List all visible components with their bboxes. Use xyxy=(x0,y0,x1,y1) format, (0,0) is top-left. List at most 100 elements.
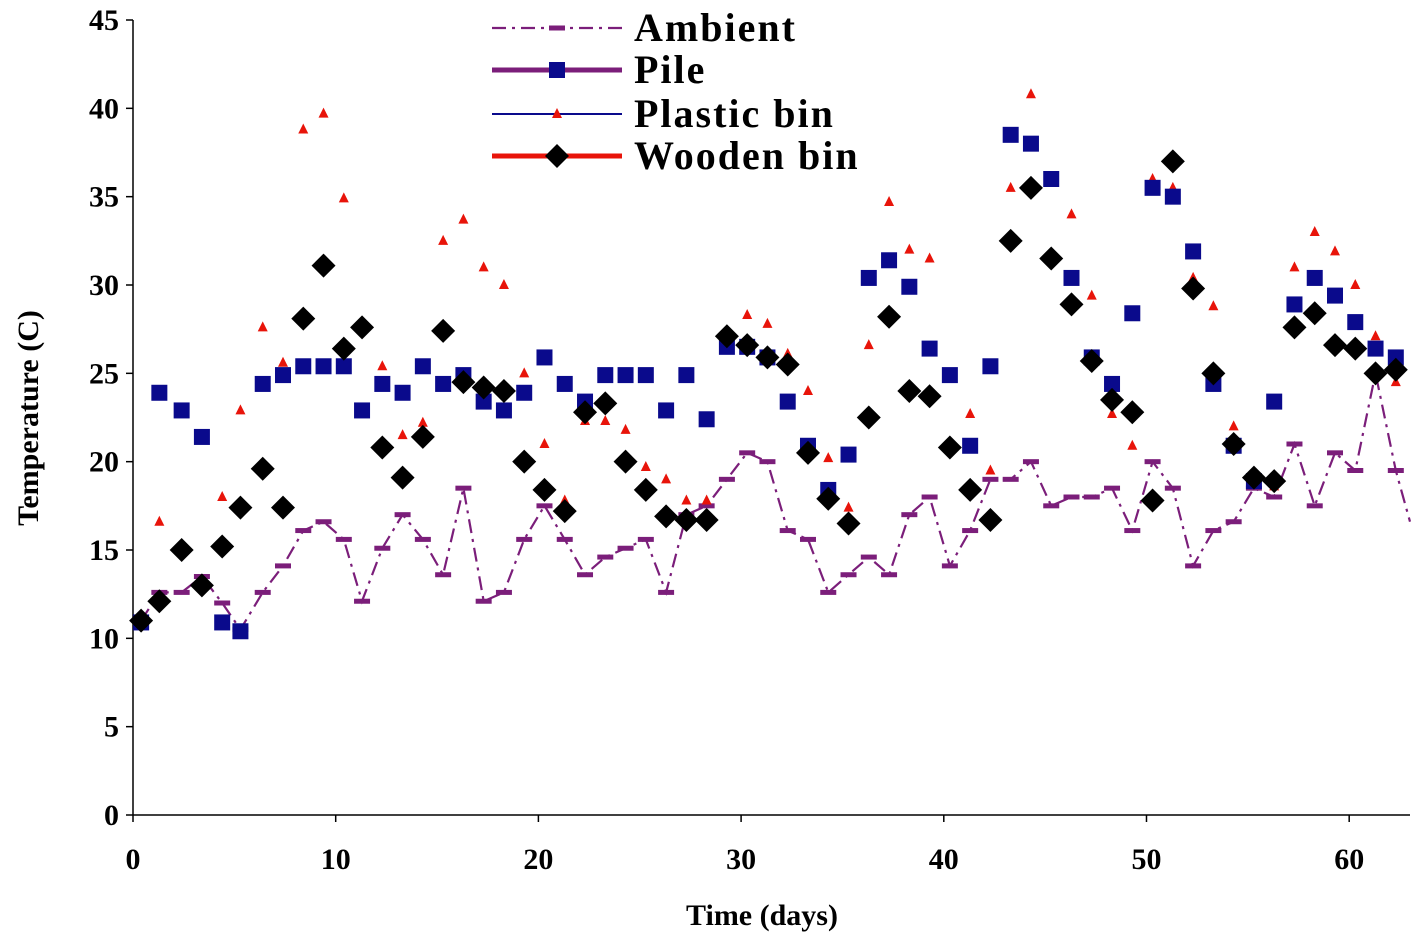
wooden-bin-point xyxy=(1221,432,1246,456)
plastic-bin-point xyxy=(681,494,692,505)
legend-marker-plastic-bin xyxy=(552,108,562,118)
ambient-point xyxy=(1205,528,1222,534)
y-tick-label: 45 xyxy=(89,4,119,37)
plastic-bin-point xyxy=(1107,407,1118,418)
wooden-bin-point xyxy=(1363,361,1388,386)
plastic-bin-point xyxy=(217,491,228,501)
wooden-bin-point xyxy=(897,379,922,403)
plot-area xyxy=(129,88,1412,640)
wooden-bin-point xyxy=(1343,336,1368,361)
plastic-bin-point xyxy=(519,367,530,378)
pile-point xyxy=(637,367,654,384)
ambient-point xyxy=(475,598,492,604)
wooden-bin-point xyxy=(270,495,295,520)
wooden-bin-point xyxy=(210,534,235,559)
ambient-point xyxy=(394,512,411,518)
wooden-bin-point xyxy=(1282,315,1307,340)
wooden-bin-point xyxy=(1140,488,1165,513)
wooden-bin-point xyxy=(1302,301,1327,326)
plastic-bin-point xyxy=(1086,289,1097,300)
y-axis-title: Temperature (C) xyxy=(12,310,45,526)
ambient-point xyxy=(335,536,352,542)
pile-point xyxy=(254,375,271,392)
legend-marker-pile xyxy=(549,62,565,78)
pile-point xyxy=(295,358,312,375)
pile-point xyxy=(1387,349,1404,366)
ambient-point xyxy=(617,545,634,551)
x-tick-label: 50 xyxy=(1131,843,1161,876)
ambient-point xyxy=(455,485,472,491)
plastic-bin-point xyxy=(438,234,449,245)
ambient-point xyxy=(901,512,918,518)
pile-point xyxy=(214,614,231,631)
pile-point xyxy=(840,446,857,463)
plastic-bin-point xyxy=(843,501,854,512)
wooden-bin-point xyxy=(532,477,557,502)
y-tick-label: 0 xyxy=(104,799,119,832)
ambient-point xyxy=(435,572,452,578)
ambient-point xyxy=(1266,494,1283,500)
ambient-point xyxy=(556,536,573,542)
pile-point xyxy=(921,340,938,357)
plastic-bin-point xyxy=(802,385,813,395)
ambient-point xyxy=(1225,519,1242,525)
pile-point xyxy=(1104,375,1121,392)
pile-point xyxy=(779,393,796,410)
ticks: 0 5 10 15 20 25 30 35 40 45 0 10 20 30 40 50 60 xyxy=(89,4,1364,876)
plastic-bin-point xyxy=(620,423,631,434)
plastic-bin-point xyxy=(863,339,874,350)
pile-point xyxy=(1002,126,1019,143)
legend-label-wooden-bin: Wooden bin xyxy=(634,133,860,178)
plastic-bin-point xyxy=(924,252,935,263)
x-axis-title: Time (days) xyxy=(686,899,838,932)
pile-point xyxy=(1347,314,1364,331)
ambient-point xyxy=(295,528,312,534)
ambient-line xyxy=(140,373,1412,632)
wooden-bin-point xyxy=(291,306,316,331)
ambient-point xyxy=(962,528,979,534)
pile-point xyxy=(901,278,918,295)
pile-point xyxy=(173,402,190,419)
pile-point xyxy=(151,384,168,401)
plastic-bin-point xyxy=(277,356,288,367)
x-tick-label: 0 xyxy=(126,843,141,876)
wooden-bin-point xyxy=(573,400,598,425)
ambient-point xyxy=(982,476,999,482)
y-tick-label: 40 xyxy=(89,92,119,125)
ambient-point xyxy=(1387,468,1404,473)
x-tick-label: 10 xyxy=(321,843,351,876)
ambient-point xyxy=(941,563,958,569)
plastic-bin-point xyxy=(397,429,408,440)
plastic-bin-point xyxy=(661,473,672,484)
plastic-bin-point xyxy=(1025,88,1036,99)
ambient-point xyxy=(374,545,391,551)
pile-point xyxy=(982,358,999,375)
wooden-bin-point xyxy=(1079,348,1104,373)
pile-point xyxy=(881,252,898,269)
ambient-point xyxy=(1306,503,1323,509)
ambient-point xyxy=(1164,485,1181,491)
plastic-bin-point xyxy=(1330,245,1341,256)
ambient-point xyxy=(1063,494,1080,500)
wooden-bin-point xyxy=(795,440,820,465)
ambient-point xyxy=(1104,485,1121,491)
pile-point xyxy=(1327,287,1344,304)
wooden-bin-point xyxy=(694,507,719,532)
y-tick-label: 10 xyxy=(89,622,119,655)
wooden-bin-point xyxy=(228,495,253,520)
wooden-bin-point xyxy=(410,424,435,449)
pile-point xyxy=(1266,393,1283,410)
ambient-point xyxy=(1144,459,1161,465)
plastic-bin-point xyxy=(1127,439,1138,450)
wooden-bin-point xyxy=(370,435,395,460)
pile-point xyxy=(315,358,332,375)
pile-point xyxy=(1022,135,1039,152)
wooden-bin-point xyxy=(1120,400,1145,425)
wooden-bin-point xyxy=(1018,175,1043,200)
wooden-bin-point xyxy=(1383,357,1408,382)
ambient-point xyxy=(495,589,512,595)
ambient-point xyxy=(637,536,654,542)
wooden-bin-point xyxy=(471,375,496,400)
wooden-bin-point xyxy=(836,511,861,536)
pile-point xyxy=(232,623,249,640)
